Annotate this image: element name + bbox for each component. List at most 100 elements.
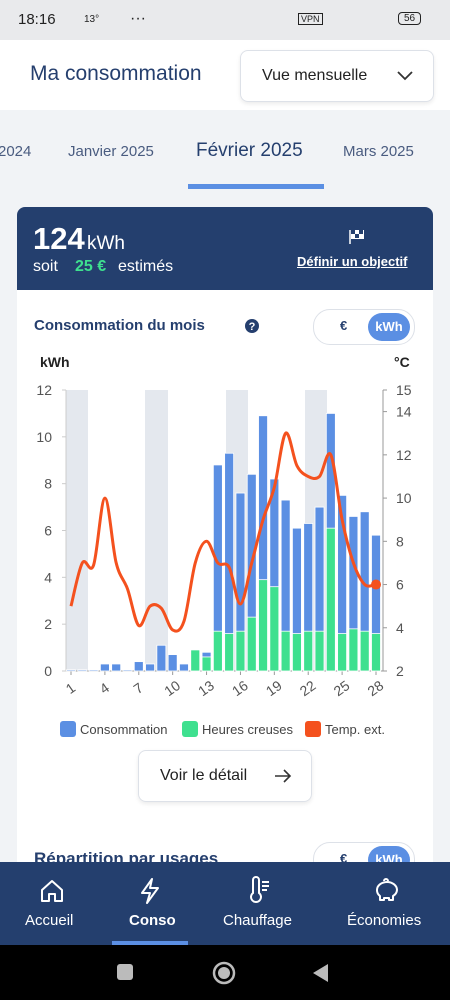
tab[interactable]: Mars 2025: [343, 143, 414, 160]
unit-toggle: € kWh: [313, 309, 415, 345]
x-tick-label: 28: [364, 677, 386, 699]
bar: [246, 616, 257, 672]
bar: [122, 669, 133, 672]
legend-label: Temp. ext.: [325, 722, 385, 737]
bar: [88, 669, 99, 672]
y-tick-label: 6: [44, 523, 52, 539]
legend-swatch: [60, 721, 76, 737]
more: ···: [130, 10, 146, 27]
y2-tick-label: 2: [396, 663, 404, 679]
x-tick-label: 22: [297, 677, 319, 699]
y-axis-label: kWh: [40, 354, 70, 370]
x-tick-label: 4: [97, 679, 113, 697]
vpn: VPN: [298, 13, 323, 25]
section-title: Consommation du mois: [34, 317, 205, 334]
bottom-nav: Accueil Conso Chauffage Économies: [0, 862, 450, 945]
y-tick-label: 2: [44, 616, 52, 632]
bar: [348, 628, 359, 672]
legend-label: Consommation: [80, 722, 167, 737]
bar: [337, 633, 348, 672]
toggle-euro[interactable]: €: [340, 851, 348, 866]
back-button[interactable]: [310, 962, 330, 984]
legend-swatch: [182, 721, 198, 737]
x-tick-label: 25: [331, 677, 353, 699]
bar: [167, 654, 178, 672]
goal-link[interactable]: Définir un objectif: [297, 254, 408, 269]
bar: [258, 579, 268, 672]
tab-indicator: [188, 184, 324, 189]
view-dropdown[interactable]: Vue mensuelle: [240, 50, 434, 102]
y2-tick-label: 6: [396, 577, 404, 593]
dropdown-label: Vue mensuelle: [262, 67, 368, 84]
detail-button[interactable]: Voir le détail: [138, 750, 312, 802]
bar: [111, 663, 122, 672]
home-button[interactable]: [212, 961, 236, 985]
nav-item[interactable]: Économies: [347, 912, 422, 929]
y-tick-label: 12: [36, 382, 52, 398]
month-tabs: 2024 Janvier 2025 Février 2025 Mars 2025: [0, 110, 450, 190]
nav-item[interactable]: Chauffage: [223, 912, 292, 929]
y-tick-label: 0: [44, 663, 52, 679]
cost-suffix: estimés: [118, 258, 174, 275]
bar: [156, 644, 167, 672]
y-tick-label: 8: [44, 476, 52, 492]
bar: [280, 630, 291, 672]
cost-prefix: soit: [33, 258, 58, 275]
bar: [77, 669, 88, 672]
status-bar: 18:16 13° ··· VPN 56: [0, 0, 450, 40]
toggle-kwh[interactable]: kWh: [368, 313, 410, 341]
bar: [314, 630, 325, 672]
weekend-band: [66, 390, 88, 671]
total-unit: kWh: [87, 233, 125, 254]
bar: [190, 649, 201, 672]
y2-tick-label: 14: [396, 404, 412, 420]
bar: [99, 663, 110, 672]
bar: [269, 586, 280, 672]
y2-tick-label: 15: [396, 382, 412, 398]
x-tick-label: 1: [63, 679, 79, 697]
tab[interactable]: 2024: [0, 143, 32, 160]
bar: [133, 661, 144, 672]
bar: [179, 663, 189, 672]
x-tick-label: 19: [263, 677, 285, 699]
bar: [145, 663, 155, 672]
temp: 13°: [84, 14, 100, 25]
y2-tick-label: 10: [396, 490, 412, 506]
bar: [235, 630, 246, 672]
nav-item-active[interactable]: Conso: [129, 912, 176, 929]
temperature-line: [69, 431, 377, 633]
bar: [371, 633, 381, 672]
bar: [325, 527, 336, 672]
nav-item[interactable]: Accueil: [25, 912, 74, 929]
bar: [212, 630, 223, 672]
tab[interactable]: Janvier 2025: [68, 143, 154, 160]
chevron: [397, 71, 413, 81]
y2-tick-label: 12: [396, 447, 412, 463]
total-value: 124: [33, 221, 85, 256]
bar: [201, 656, 212, 672]
cost-amount: 25 €: [75, 258, 107, 275]
piggy-icon: [376, 878, 398, 901]
legend-swatch: [305, 721, 321, 737]
y2-axis-label: °C: [394, 354, 410, 370]
x-tick-label: 16: [229, 677, 251, 699]
y2-tick-label: 8: [396, 533, 404, 549]
recent-button[interactable]: [117, 964, 133, 980]
thermometer-icon: [250, 876, 269, 903]
x-tick-label: 7: [130, 679, 146, 697]
toggle-euro[interactable]: €: [340, 318, 348, 333]
bolt-icon: [141, 878, 159, 904]
battery: 56: [398, 12, 422, 25]
help-icon[interactable]: ?: [244, 318, 260, 334]
weekend-band: [145, 390, 168, 671]
bar: [224, 633, 235, 672]
bar: [292, 633, 302, 672]
y-tick-label: 10: [36, 429, 52, 445]
tab-active[interactable]: Février 2025: [196, 140, 303, 161]
x-tick-label: 10: [161, 677, 183, 699]
bar: [66, 669, 76, 672]
last-point: [371, 579, 381, 590]
